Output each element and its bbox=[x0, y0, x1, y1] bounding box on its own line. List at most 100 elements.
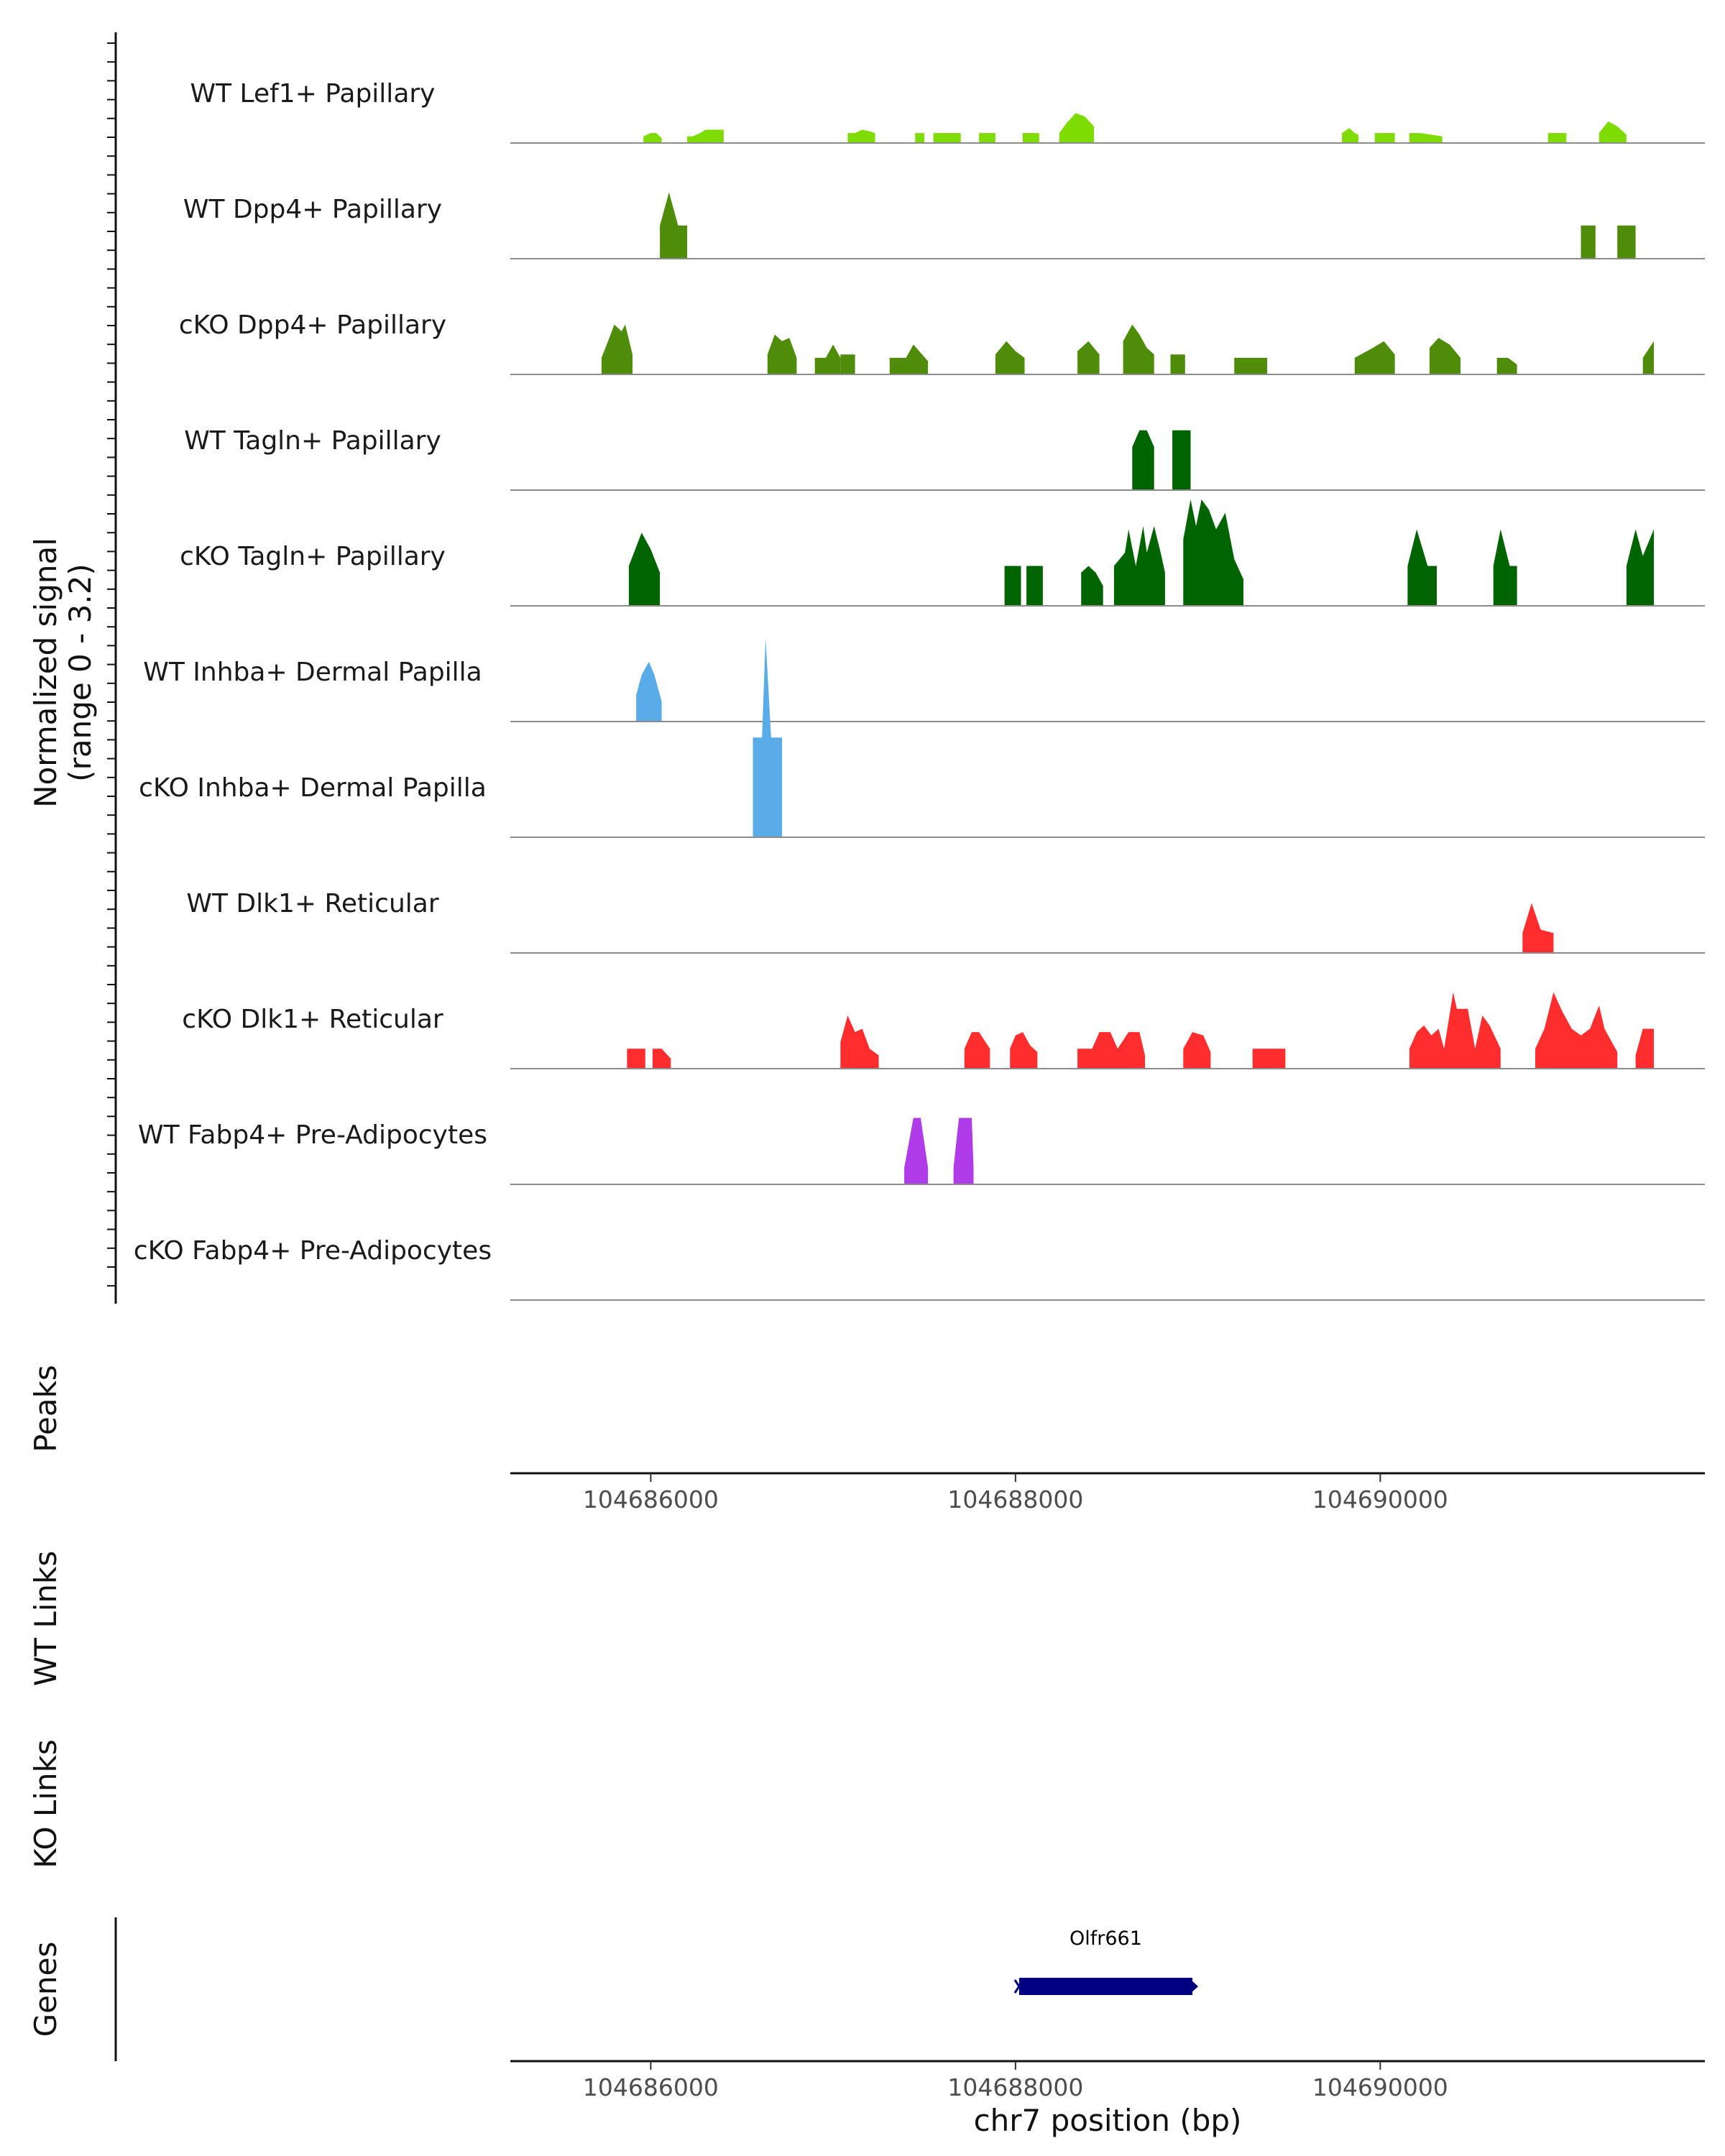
y-axis-ticks bbox=[107, 42, 116, 1287]
wt-links-panel-title: WT Links bbox=[28, 1551, 63, 1686]
coverage-area bbox=[660, 192, 688, 259]
coverage-area bbox=[1429, 338, 1460, 374]
coverage-area bbox=[636, 661, 662, 722]
coverage-area bbox=[1010, 1032, 1038, 1069]
coverage-area bbox=[1172, 430, 1191, 490]
coverage-area bbox=[1004, 566, 1021, 606]
coverage-area bbox=[687, 129, 724, 143]
coverage-area bbox=[1496, 357, 1517, 374]
coverage-area bbox=[933, 133, 961, 143]
track: cKO Dlk1+ Reticular bbox=[182, 992, 1705, 1069]
coverage-area bbox=[753, 637, 783, 837]
coverage-area bbox=[1026, 566, 1043, 606]
gene-label: Olfr661 bbox=[1070, 1927, 1142, 1950]
gene-annotations: Olfr661 bbox=[1013, 1927, 1198, 1995]
track-label: cKO Fabp4+ Pre-Adipocytes bbox=[134, 1236, 492, 1266]
coverage-area bbox=[1183, 1032, 1211, 1069]
track: cKO Dpp4+ Papillary bbox=[179, 310, 1705, 375]
coverage-area bbox=[1077, 341, 1100, 374]
coverage-area bbox=[904, 1118, 929, 1184]
coverage-area bbox=[1234, 357, 1267, 374]
coverage-area bbox=[995, 341, 1025, 374]
coverage-area bbox=[1642, 341, 1654, 374]
y-axis-title: Normalized signal (range 0 - 3.2) bbox=[28, 538, 98, 808]
track-label: cKO Dlk1+ Reticular bbox=[182, 1005, 443, 1034]
coverage-area bbox=[1354, 341, 1395, 374]
coverage-area bbox=[1493, 529, 1517, 606]
coverage-area bbox=[1409, 133, 1443, 143]
x-axis-title: chr7 position (bp) bbox=[974, 2103, 1242, 2138]
track-label: WT Lef1+ Papillary bbox=[190, 79, 436, 109]
track-label: WT Inhba+ Dermal Papilla bbox=[143, 658, 482, 687]
track: cKO Tagln+ Papillary bbox=[180, 499, 1705, 607]
coverage-area bbox=[1581, 225, 1596, 259]
track-label: WT Dpp4+ Papillary bbox=[183, 195, 442, 224]
coverage-area bbox=[1183, 499, 1243, 606]
coverage-area bbox=[1635, 1028, 1654, 1069]
coverage-area bbox=[1407, 529, 1437, 606]
coverage-area bbox=[627, 1049, 645, 1069]
track-label: WT Dlk1+ Reticular bbox=[186, 889, 438, 918]
coverage-area bbox=[953, 1118, 974, 1184]
coverage-area bbox=[1081, 566, 1103, 606]
coverage-area bbox=[840, 1015, 879, 1069]
track: WT Fabp4+ Pre-Adipocytes bbox=[138, 1118, 1705, 1185]
track: WT Dpp4+ Papillary bbox=[183, 192, 1705, 259]
genes-panel-title: Genes bbox=[28, 1942, 63, 2037]
coverage-area bbox=[1598, 121, 1627, 143]
coverage-area bbox=[979, 133, 995, 143]
coverage-area bbox=[1077, 1032, 1145, 1069]
track: cKO Inhba+ Dermal Papilla bbox=[139, 637, 1705, 838]
genes-x-axis-ticks: 104686000 104688000 104690000 bbox=[583, 2061, 1448, 2101]
coverage-area bbox=[1626, 529, 1654, 606]
coverage-area bbox=[1023, 133, 1039, 143]
coverage-area bbox=[1522, 903, 1554, 953]
gene-strand-arrow bbox=[1189, 1978, 1198, 1994]
y-axis-title-main: Normalized signal bbox=[28, 538, 63, 808]
coverage-area bbox=[847, 129, 875, 143]
coverage-area bbox=[840, 354, 855, 374]
peaks-x-axis-ticks: 104686000 104688000 104690000 bbox=[583, 1473, 1448, 1514]
x-tick-label: 104686000 bbox=[583, 1485, 719, 1514]
coverage-area bbox=[889, 344, 929, 374]
coverage-area bbox=[1547, 133, 1567, 143]
gene-body bbox=[1018, 1978, 1192, 1995]
coverage-area bbox=[964, 1032, 990, 1069]
track-label: cKO Tagln+ Papillary bbox=[180, 542, 446, 571]
coverage-area bbox=[1342, 128, 1358, 143]
peaks-panel-title: Peaks bbox=[28, 1365, 63, 1452]
coverage-tracks: WT Lef1+ Papillary WT Dpp4+ Papillary cKO … bbox=[134, 79, 1705, 1301]
coverage-area bbox=[601, 324, 632, 374]
track-label: WT Tagln+ Papillary bbox=[184, 426, 441, 456]
track: WT Dlk1+ Reticular bbox=[186, 889, 1705, 954]
coverage-area bbox=[1535, 992, 1618, 1069]
coverage-area bbox=[1059, 113, 1094, 143]
coverage-area bbox=[1617, 225, 1636, 259]
coverage-area bbox=[1252, 1049, 1286, 1069]
coverage-area bbox=[1123, 324, 1154, 374]
coverage-area bbox=[652, 1049, 671, 1069]
track-label: cKO Inhba+ Dermal Papilla bbox=[139, 773, 487, 803]
track: WT Tagln+ Papillary bbox=[184, 426, 1705, 491]
y-axis-title-range: (range 0 - 3.2) bbox=[63, 563, 98, 782]
coverage-area bbox=[1113, 526, 1165, 606]
ko-links-panel-title: KO Links bbox=[28, 1739, 63, 1869]
track: WT Inhba+ Dermal Papilla bbox=[143, 658, 1705, 722]
coverage-area bbox=[814, 344, 841, 374]
x-tick-label: 104688000 bbox=[947, 2073, 1083, 2101]
track: WT Lef1+ Papillary bbox=[190, 79, 1705, 144]
coverage-area bbox=[1170, 354, 1185, 374]
coverage-area bbox=[628, 533, 661, 606]
x-tick-label: 104688000 bbox=[947, 1485, 1083, 1514]
coverage-area bbox=[767, 334, 797, 374]
x-tick-label: 104686000 bbox=[583, 2073, 719, 2101]
coverage-area bbox=[1409, 992, 1501, 1069]
track-label: WT Fabp4+ Pre-Adipocytes bbox=[138, 1120, 487, 1150]
gene-start-marker bbox=[1013, 1979, 1025, 1994]
coverage-area bbox=[1132, 430, 1154, 490]
coverage-area bbox=[643, 133, 662, 143]
track-label: cKO Dpp4+ Papillary bbox=[179, 310, 446, 340]
x-tick-label: 104690000 bbox=[1312, 2073, 1448, 2101]
coverage-area bbox=[1374, 133, 1395, 143]
